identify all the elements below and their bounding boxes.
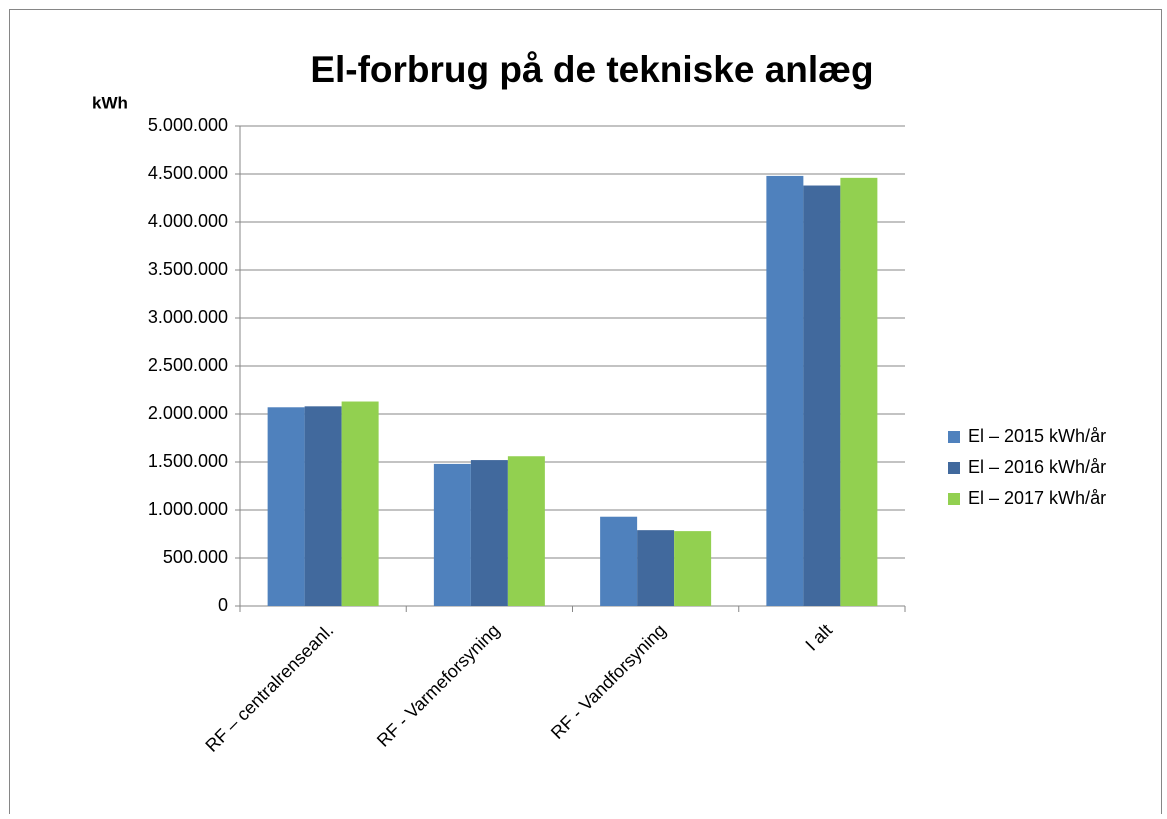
bar — [341, 401, 379, 606]
y-tick-label: 4.000.000 — [148, 211, 228, 231]
bar — [470, 460, 508, 606]
legend-label: El – 2017 kWh/år — [968, 488, 1106, 508]
bar — [637, 530, 675, 606]
bar — [674, 531, 712, 606]
chart-title: El-forbrug på de tekniske anlæg — [310, 49, 873, 90]
bar — [803, 185, 841, 606]
y-tick-label: 3.000.000 — [148, 307, 228, 327]
y-tick-label: 1.500.000 — [148, 451, 228, 471]
legend-label: El – 2016 kWh/år — [968, 457, 1106, 477]
legend-label: El – 2015 kWh/år — [968, 426, 1106, 446]
y-tick-label: 2.500.000 — [148, 355, 228, 375]
legend-swatch — [948, 431, 960, 443]
bar — [507, 456, 545, 606]
y-tick-label: 0 — [218, 595, 228, 615]
bar — [267, 407, 305, 606]
bar — [766, 175, 804, 607]
bar — [600, 516, 638, 606]
y-tick-label: 2.000.000 — [148, 403, 228, 423]
bar — [304, 406, 342, 606]
y-tick-label: 3.500.000 — [148, 259, 228, 279]
y-axis-label: kWh — [92, 93, 128, 112]
legend-swatch — [948, 493, 960, 505]
y-tick-label: 4.500.000 — [148, 163, 228, 183]
y-tick-label: 500.000 — [163, 547, 228, 567]
y-tick-label: 5.000.000 — [148, 115, 228, 135]
bar — [840, 177, 878, 606]
y-tick-label: 1.000.000 — [148, 499, 228, 519]
bar — [433, 463, 471, 606]
legend-swatch — [948, 462, 960, 474]
